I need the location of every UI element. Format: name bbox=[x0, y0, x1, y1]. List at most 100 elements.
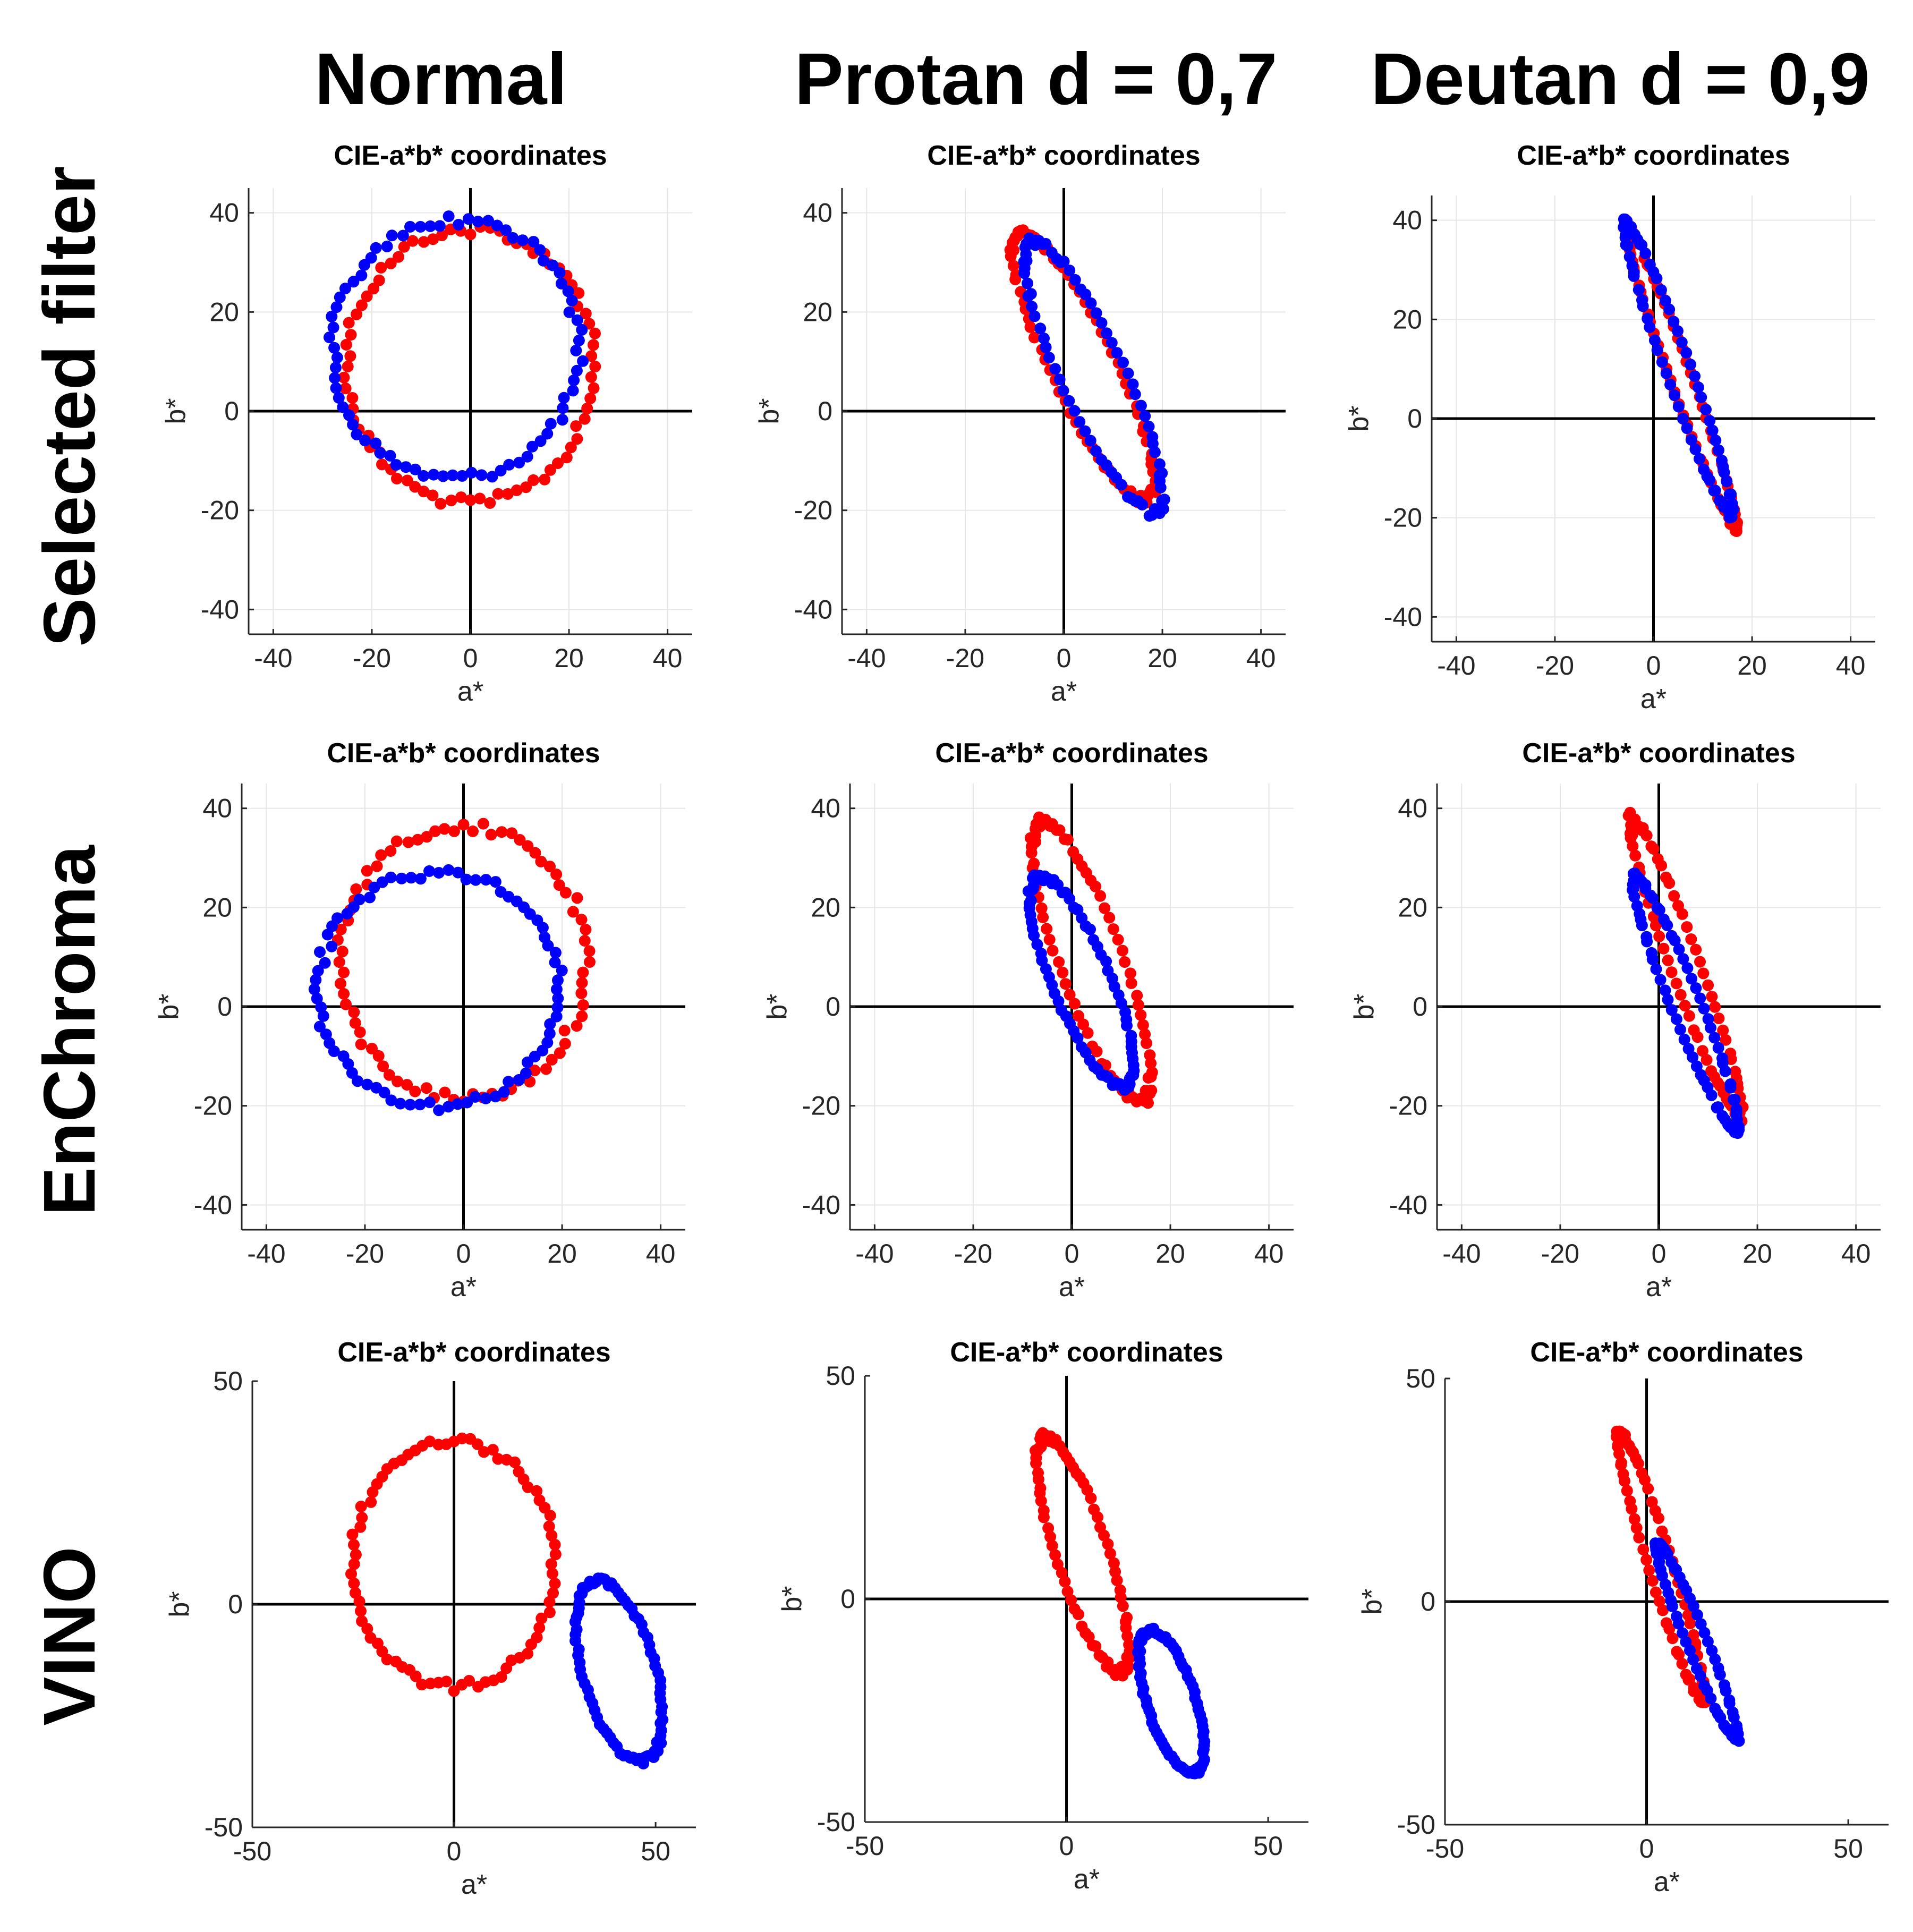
data-point bbox=[559, 887, 572, 899]
data-point bbox=[1720, 1034, 1732, 1046]
data-point bbox=[1135, 1009, 1147, 1021]
y-tick-label: 0 bbox=[840, 1584, 855, 1614]
plot-title: CIE-a*b* coordinates bbox=[950, 1337, 1223, 1368]
data-point bbox=[1694, 1670, 1706, 1682]
data-point bbox=[347, 419, 359, 431]
data-point bbox=[543, 1606, 556, 1619]
data-point bbox=[337, 401, 349, 413]
data-point bbox=[452, 1098, 464, 1110]
data-point bbox=[549, 1578, 561, 1589]
data-point bbox=[1038, 1511, 1050, 1524]
data-point bbox=[460, 873, 472, 886]
data-point bbox=[1009, 273, 1022, 285]
data-point bbox=[370, 437, 382, 449]
x-tick-label: -40 bbox=[1437, 651, 1475, 680]
data-point bbox=[577, 355, 589, 367]
data-point bbox=[1119, 1006, 1132, 1018]
data-point bbox=[381, 1653, 393, 1665]
data-point bbox=[390, 835, 403, 847]
y-tick-label: 50 bbox=[1406, 1364, 1435, 1393]
data-point bbox=[366, 1043, 378, 1054]
data-point bbox=[326, 310, 338, 322]
data-point bbox=[361, 1623, 373, 1635]
data-point bbox=[371, 860, 383, 872]
data-point bbox=[1709, 1001, 1721, 1013]
y-tick-label: -20 bbox=[1384, 503, 1422, 533]
data-point bbox=[1065, 1594, 1077, 1606]
y-tick-label: 20 bbox=[209, 297, 239, 327]
data-point bbox=[1090, 307, 1102, 319]
data-point bbox=[1709, 484, 1721, 497]
data-point bbox=[1099, 902, 1111, 914]
plot-title: CIE-a*b* coordinates bbox=[327, 738, 600, 769]
y-tick-label: 20 bbox=[202, 892, 232, 922]
data-point bbox=[1717, 1024, 1729, 1036]
data-point bbox=[1677, 953, 1689, 965]
data-point bbox=[541, 1036, 554, 1049]
data-point bbox=[1059, 978, 1072, 990]
data-point bbox=[521, 450, 533, 463]
data-point bbox=[1035, 1495, 1047, 1507]
data-point bbox=[330, 301, 343, 313]
data-point bbox=[1628, 270, 1640, 282]
data-point bbox=[336, 946, 348, 958]
x-tick-label: -40 bbox=[1442, 1239, 1481, 1269]
data-point bbox=[423, 865, 435, 877]
data-point bbox=[533, 1494, 546, 1507]
x-tick-label: 0 bbox=[1646, 651, 1661, 680]
x-tick-label: 50 bbox=[1253, 1831, 1283, 1861]
data-point bbox=[310, 974, 322, 986]
x-tick-label: 0 bbox=[463, 643, 478, 673]
data-point bbox=[354, 1521, 367, 1533]
data-point bbox=[547, 259, 559, 271]
data-point bbox=[1677, 1627, 1689, 1639]
data-point bbox=[447, 469, 459, 481]
data-point bbox=[1079, 425, 1091, 437]
data-point bbox=[361, 290, 373, 302]
x-tick-label: 0 bbox=[1639, 1834, 1654, 1863]
x-tick-label: -40 bbox=[254, 643, 292, 673]
x-tick-label: 20 bbox=[1742, 1239, 1772, 1269]
y-axis-label: b* bbox=[762, 993, 793, 1019]
data-point bbox=[1613, 1448, 1625, 1460]
data-point bbox=[414, 873, 427, 885]
data-point bbox=[328, 1045, 340, 1057]
data-point bbox=[338, 371, 350, 384]
data-point bbox=[392, 1075, 404, 1087]
x-tick-label: 20 bbox=[1155, 1239, 1185, 1269]
data-point bbox=[1068, 998, 1081, 1010]
series-red bbox=[345, 1432, 562, 1697]
data-point bbox=[401, 1079, 413, 1091]
data-point bbox=[546, 1568, 558, 1580]
data-point bbox=[576, 1010, 588, 1023]
x-tick-label: 40 bbox=[1254, 1239, 1284, 1269]
data-point bbox=[577, 999, 589, 1011]
data-point bbox=[1028, 331, 1040, 344]
data-point bbox=[1122, 367, 1134, 379]
data-point bbox=[543, 1027, 556, 1040]
data-point bbox=[1727, 1706, 1739, 1718]
data-point bbox=[1026, 301, 1038, 313]
data-point bbox=[348, 1539, 360, 1551]
data-point bbox=[500, 224, 512, 236]
data-point bbox=[1644, 259, 1656, 271]
data-point bbox=[522, 840, 534, 852]
x-tick-label: -40 bbox=[247, 1239, 285, 1269]
data-point bbox=[1125, 977, 1137, 989]
data-point bbox=[1648, 334, 1661, 346]
data-point bbox=[1108, 1557, 1120, 1569]
data-point bbox=[1094, 890, 1107, 902]
data-point bbox=[342, 1058, 354, 1070]
data-point bbox=[1119, 956, 1131, 968]
row-title-vino: VINO bbox=[29, 1546, 110, 1725]
data-point bbox=[386, 229, 398, 242]
data-point bbox=[1619, 1475, 1630, 1487]
data-point bbox=[1064, 989, 1076, 1001]
data-point bbox=[1685, 434, 1697, 446]
data-point bbox=[1044, 1531, 1056, 1543]
data-point bbox=[1107, 923, 1119, 935]
data-point bbox=[1024, 832, 1036, 844]
data-point bbox=[317, 1010, 329, 1022]
data-point bbox=[1038, 333, 1050, 344]
